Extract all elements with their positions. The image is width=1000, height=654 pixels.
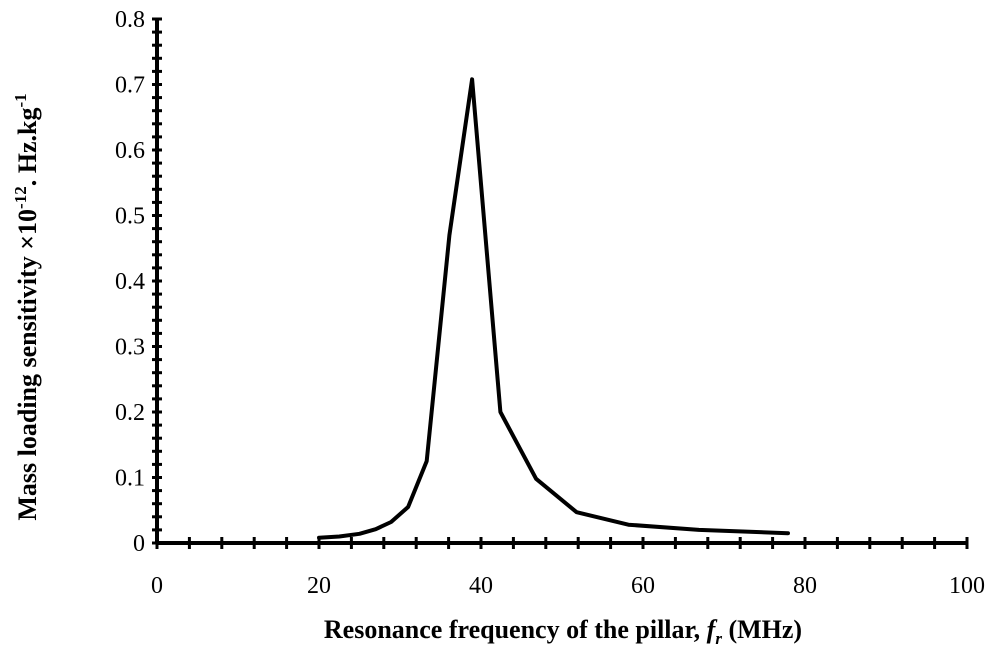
x-tick-label: 0: [151, 573, 163, 599]
y-tick-label: 0.3: [115, 335, 145, 361]
y-tick-label: 0.8: [115, 7, 145, 33]
y-tick-labels: 0 0.1 0.2 0.3 0.4 0.5 0.6 0.7 0.8: [115, 7, 145, 557]
x-axis-title-text: Resonance frequency of the pillar,: [324, 615, 707, 644]
x-axis-title-var: f: [707, 615, 718, 644]
y-tick-label: 0.7: [115, 73, 145, 99]
x-tick-label: 20: [307, 573, 331, 599]
x-tick-label: 40: [469, 573, 493, 599]
x-tick-label: 80: [793, 573, 817, 599]
x-tick-label: 60: [631, 573, 655, 599]
x-axis-title: Resonance frequency of the pillar, fr (M…: [324, 615, 802, 648]
y-tick-label: 0.6: [115, 138, 145, 164]
x-axis-title-unit: (MHz): [722, 615, 802, 644]
y-tick-label: 0: [133, 531, 145, 557]
y-axis-title: Mass loading sensitivity ×10-12. Hz.kg-1: [11, 93, 42, 520]
y-tick-label: 0.5: [115, 204, 145, 230]
y-axis-title-exponent-1: -12: [11, 186, 30, 209]
y-tick-label: 0.1: [115, 466, 145, 492]
y-axis-title-exponent-2: -1: [11, 93, 30, 107]
y-tick-label: 0.2: [115, 400, 145, 426]
x-tick-labels: 0 20 40 60 80 100: [151, 573, 985, 599]
y-axis-title-text: Mass loading sensitivity ×10: [13, 209, 42, 521]
y-axis-title-units: . Hz.kg: [13, 108, 42, 187]
x-axis-title-subscript: r: [715, 629, 722, 648]
x-tick-label: 100: [949, 573, 985, 599]
series-line: [317, 77, 790, 540]
y-tick-label: 0.4: [115, 269, 145, 295]
